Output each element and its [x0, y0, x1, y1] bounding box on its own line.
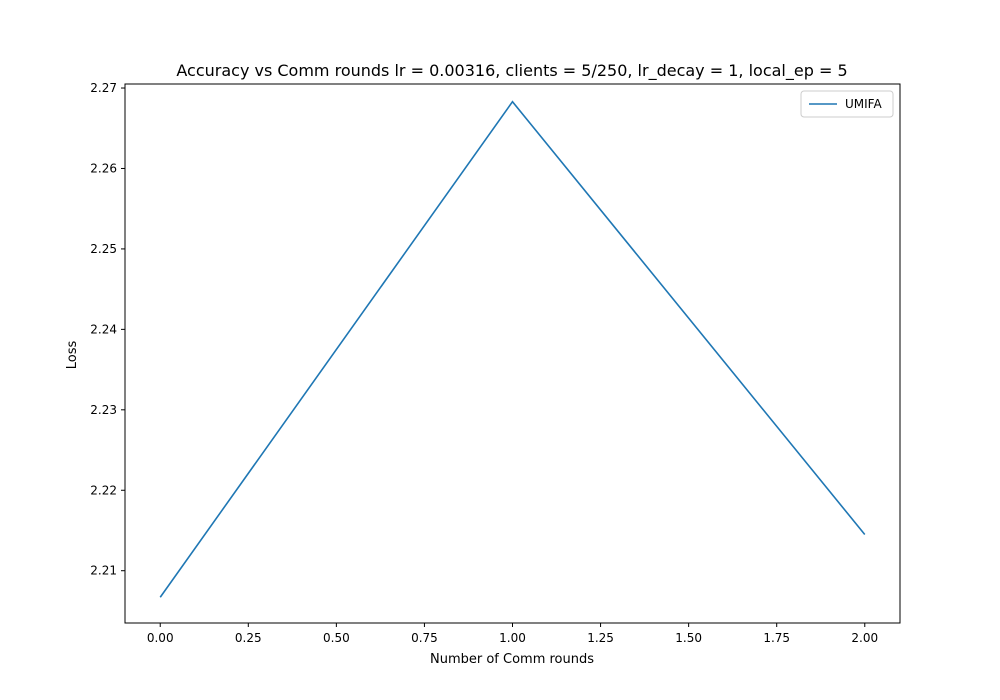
y-tick-label: 2.21 — [90, 564, 117, 578]
x-tick-label: 0.25 — [235, 631, 262, 645]
series-layer — [159, 100, 866, 598]
x-axis: 0.00 0.25 0.50 0.75 1.00 1.25 1.50 1.75 2.00 — [147, 623, 878, 645]
x-tick-label: 1.50 — [675, 631, 702, 645]
x-axis-label: Number of Comm rounds — [430, 652, 594, 667]
y-axis: 2.21 2.22 2.23 2.24 2.25 2.26 2.27 — [90, 81, 125, 578]
y-tick-label: 2.24 — [90, 322, 117, 336]
x-tick-label: 0.75 — [411, 631, 438, 645]
legend-label: UMIFA — [845, 97, 882, 111]
legend: UMIFA — [800, 90, 894, 118]
x-tick-label: 1.00 — [499, 631, 526, 645]
y-tick-label: 2.26 — [90, 161, 117, 175]
x-tick-label: 0.50 — [323, 631, 350, 645]
legend-box — [800, 90, 894, 118]
x-tick-label: 1.75 — [763, 631, 790, 645]
axes-frame — [124, 83, 901, 624]
y-tick-label: 2.27 — [90, 81, 117, 95]
y-axis-label: Loss — [65, 341, 80, 370]
x-tick-label: 2.00 — [851, 631, 878, 645]
x-tick-label: 1.25 — [587, 631, 614, 645]
y-tick-label: 2.23 — [90, 403, 117, 417]
y-tick-label: 2.25 — [90, 242, 117, 256]
x-tick-label: 0.00 — [147, 631, 174, 645]
series-line-umifa — [159, 100, 866, 598]
y-tick-label: 2.22 — [90, 483, 117, 497]
chart-title: Accuracy vs Comm rounds lr = 0.00316, cl… — [176, 61, 847, 81]
